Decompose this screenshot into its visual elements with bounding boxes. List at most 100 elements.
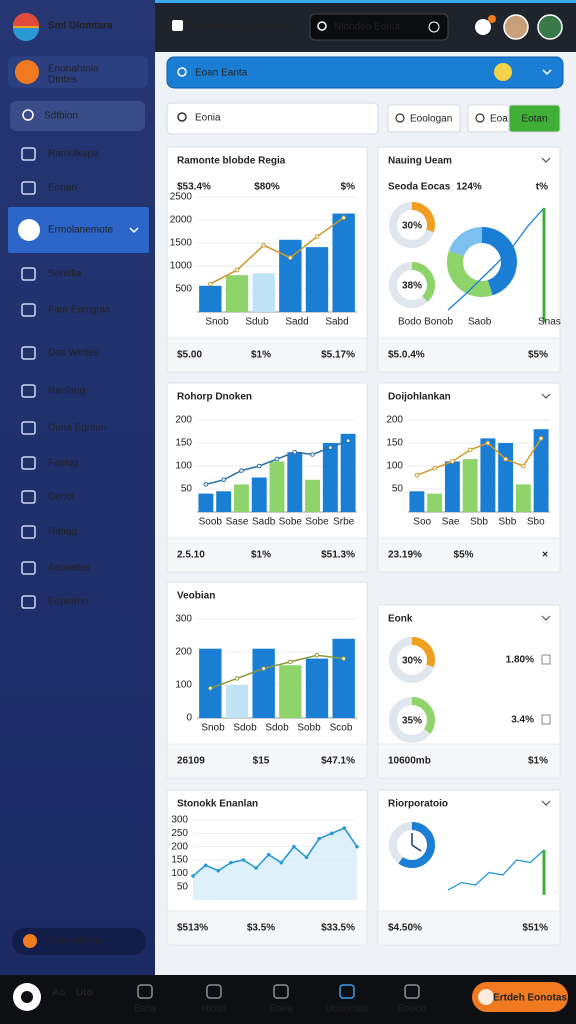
settings-icon[interactable] [475,19,491,35]
card-footer-value: $5.00 [177,350,202,361]
action-button[interactable] [472,982,568,1012]
x-tick-label: Sobe [279,517,303,528]
side-label: 1.80% [506,655,534,666]
y-tick-label: 1000 [170,261,193,272]
kpi: $% [341,182,356,193]
y-tick-label: 200 [386,415,403,426]
nav-item[interactable]: Eonan [48,183,77,194]
nav-item[interactable]: Duna Egntun [48,423,106,434]
action-button-text[interactable]: Ertdeh Eonotas [493,993,567,1004]
area-point [191,874,195,878]
card-footer-value: $51% [522,923,548,934]
card-chevron[interactable] [541,800,551,806]
kpi: Seoda Eocas [388,182,451,193]
nav-item[interactable]: Ratiqg [48,527,77,538]
y-tick-label: 200 [175,647,192,658]
trend-point [341,215,346,220]
nav-item[interactable]: Ramolkapa [48,149,99,160]
sidebar-search[interactable] [10,101,145,131]
avatar[interactable] [537,14,563,40]
nav-item[interactable]: Faniqg [48,458,79,469]
bottom-nav-icon[interactable] [404,984,420,999]
y-tick-label: 100 [175,461,192,472]
nav-item[interactable]: Dos Wintes [48,348,99,359]
nav-item[interactable]: Ermolanemote [48,225,113,236]
trend-marker [542,850,546,895]
nav-item-icon [21,147,36,161]
card-chevron[interactable] [541,157,551,163]
nav-item[interactable]: Deoot [48,492,75,503]
nav-item[interactable]: Fam Eonigras [48,305,110,316]
area-point [279,860,284,865]
card-footer-value: $4.50% [388,923,422,934]
nav-item-icon [18,219,40,241]
toolbar-button[interactable] [387,104,461,133]
area-point [254,866,258,870]
side-label: 3.4% [511,715,534,726]
nav-item-icon [21,456,36,470]
topbar-search[interactable] [309,13,449,41]
nav-item[interactable]: Senidia [48,269,82,280]
bottom-nav-icon[interactable] [206,984,222,999]
trend-line [447,849,545,891]
y-tick-label: 300 [175,614,192,625]
nav-item[interactable]: Ranlang [48,386,85,397]
bottom-nav-label[interactable]: Ao [52,988,65,999]
toolbar-button[interactable] [508,104,561,133]
bar [533,429,549,512]
bar [279,239,302,312]
card-footer-value: 26109 [177,756,205,767]
card-footer [168,744,366,777]
card [166,146,368,373]
x-tick-label: Snob [205,317,229,328]
card-title: Eonk [388,614,413,625]
y-tick-label: 100 [171,868,188,879]
bottom-nav-icon[interactable] [137,984,153,999]
bottom-nav-item[interactable]: Uonunato [325,1004,369,1015]
search-icon [22,109,34,121]
bottom-nav-icon[interactable] [273,984,289,999]
trend-point [288,659,293,665]
banner [166,56,564,89]
toolbar-button-text[interactable]: Eoologan [410,114,452,125]
bottom-nav-label[interactable]: Uto [76,988,93,999]
sidebar-footer[interactable] [12,928,146,955]
bar [269,461,285,512]
toolbar-button-text[interactable]: Eotan [521,114,547,125]
trend-point [328,445,333,450]
user-role: Dtntes [48,75,77,86]
area-point [317,836,321,841]
nav-item[interactable]: Aeooates [48,563,90,574]
nav-item-selected[interactable] [8,207,149,253]
x-tick-label: Srbe [333,517,355,528]
toolbar-button-text[interactable]: Eoam [490,114,516,125]
toolbar-search[interactable] [166,102,379,135]
x-tick-label: Sabd [325,317,348,328]
bottom-nav-icon[interactable] [339,984,355,999]
ring [389,262,435,308]
x-tick-label: Sbb [499,517,517,528]
card-footer-value: $1% [251,350,271,361]
trend-point [234,676,240,681]
banner-avatar [494,63,512,81]
trend-point [239,468,244,473]
y-tick-label: 200 [171,841,188,852]
card-footer [168,538,366,571]
card-footer-value: $5.0.4% [388,350,425,361]
bottom-nav-item[interactable]: Eoea [269,1004,293,1015]
card-footer [168,338,366,371]
area-point [241,858,246,862]
kpi: t% [536,182,548,193]
avatar[interactable] [503,14,529,40]
nav-item[interactable]: Eepotmo [48,597,88,608]
bottom-nav-item[interactable]: Eaiia [134,1004,157,1015]
card-chevron[interactable] [541,615,551,621]
bottom-nav-item[interactable]: Hiotiit [201,1004,226,1015]
trend-point [292,449,298,455]
card [166,382,368,573]
trend-point [203,482,209,487]
card-footer-value: $1% [251,550,271,561]
bottom-nav-item[interactable]: Eoooo [398,1004,427,1015]
pie-segment [447,227,517,297]
card-chevron[interactable] [541,393,551,399]
